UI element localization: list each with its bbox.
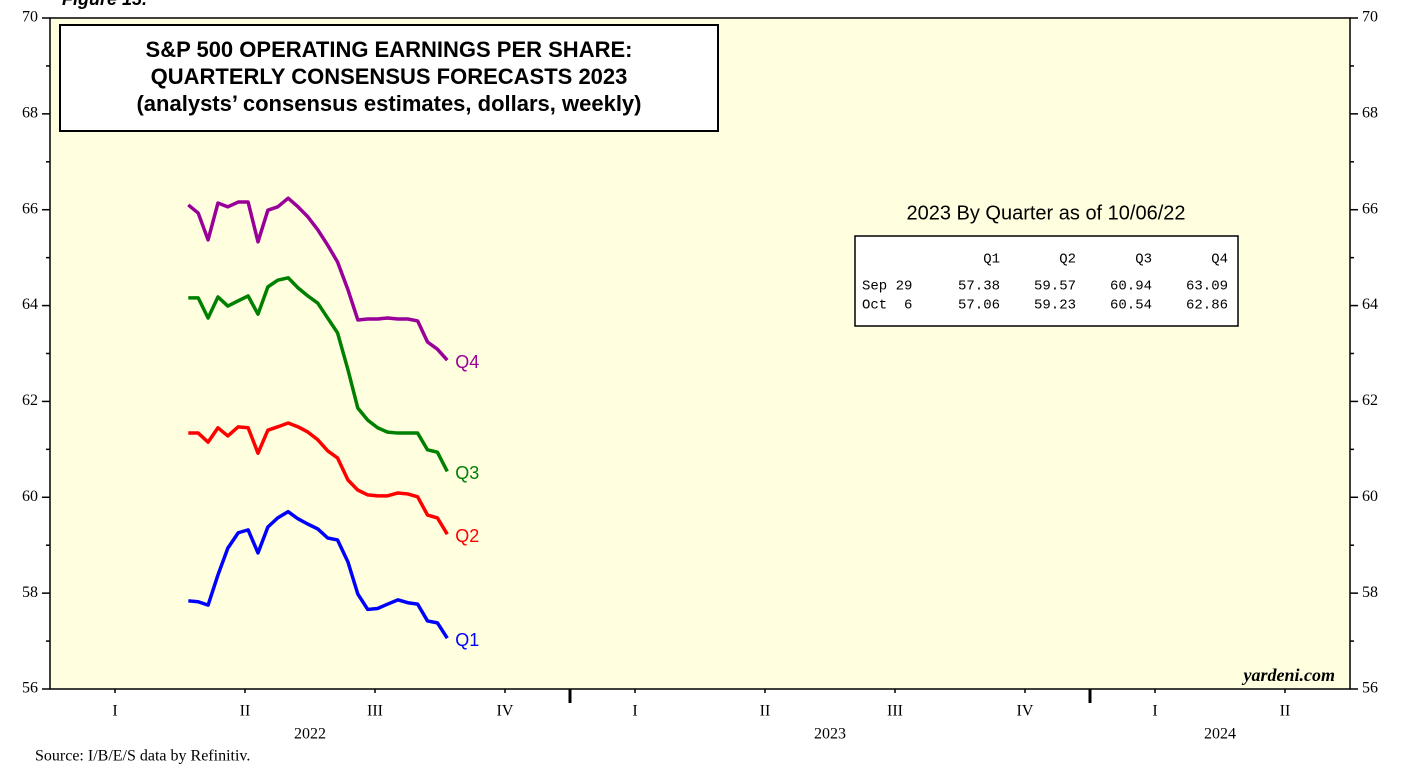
y2-tick-label: 64 (1362, 296, 1378, 313)
inset-table (854, 235, 1239, 327)
series-label: Q2 (455, 526, 479, 546)
series-line (187, 196, 449, 362)
chart-subtitle: (analysts’ consensus estimates, dollars,… (136, 91, 641, 116)
y-tick-label: 56 (22, 680, 38, 697)
table-cell: 59.23 (1034, 298, 1076, 314)
series-line (188, 276, 449, 473)
table-header: Q1 (983, 252, 1000, 268)
figure-label: Figure 13. (62, 0, 147, 9)
series-line (188, 509, 449, 640)
table-header: Q4 (1211, 252, 1228, 268)
chart-title: S&P 500 OPERATING EARNINGS PER SHARE: (146, 37, 633, 62)
table-cell: 62.86 (1186, 298, 1228, 314)
y-tick-label: 60 (22, 488, 38, 505)
y-tick-label: 68 (22, 105, 38, 122)
title-box (59, 24, 719, 132)
x-tick-label: II (1280, 703, 1291, 720)
table-cell: 63.09 (1186, 279, 1228, 295)
year-label: 2022 (294, 726, 326, 743)
x-tick-label: I (632, 703, 637, 720)
y2-tick-label: 62 (1362, 392, 1378, 409)
table-row-label: Sep 29 (862, 279, 912, 295)
series-label: Q3 (455, 463, 479, 483)
y-tick-label: 70 (22, 9, 38, 26)
x-tick-label: I (112, 703, 117, 720)
y-tick-label: 66 (22, 200, 38, 217)
x-tick-label: III (367, 703, 383, 720)
source: Source: I/B/E/S data by Refinitiv. (35, 748, 250, 765)
table-title: 2023 By Quarter as of 10/06/22 (906, 202, 1185, 224)
x-tick-label: I (1152, 703, 1157, 720)
x-tick-label: II (240, 703, 251, 720)
y-tick-label: 58 (22, 584, 38, 601)
y-tick-label: 64 (22, 296, 38, 313)
y2-tick-label: 70 (1362, 9, 1378, 26)
watermark: yardeni.com (1242, 665, 1336, 685)
y2-tick-label: 60 (1362, 488, 1378, 505)
table-header: Q3 (1135, 252, 1152, 268)
y2-tick-label: 68 (1362, 105, 1378, 122)
table-cell: 59.57 (1034, 279, 1076, 295)
table-cell: 60.54 (1110, 298, 1152, 314)
table-cell: 57.06 (958, 298, 1000, 314)
series-label: Q4 (455, 352, 479, 372)
table-cell: 57.38 (958, 279, 1000, 295)
y2-tick-label: 58 (1362, 584, 1378, 601)
chart-title: QUARTERLY CONSENSUS FORECASTS 2023 (151, 64, 628, 89)
y2-tick-label: 66 (1362, 200, 1378, 217)
table-cell: 60.94 (1110, 279, 1152, 295)
x-tick-label: IV (497, 703, 514, 720)
x-tick-label: IV (1017, 703, 1034, 720)
year-label: 2024 (1204, 726, 1236, 743)
x-tick-label: II (760, 703, 771, 720)
table-header: Q2 (1059, 252, 1076, 268)
y-tick-label: 62 (22, 392, 38, 409)
year-label: 2023 (814, 726, 846, 743)
series-line (188, 421, 449, 536)
series-label: Q1 (455, 630, 479, 650)
table-row-label: Oct 6 (862, 298, 912, 314)
y2-tick-label: 56 (1362, 680, 1378, 697)
x-tick-label: III (887, 703, 903, 720)
